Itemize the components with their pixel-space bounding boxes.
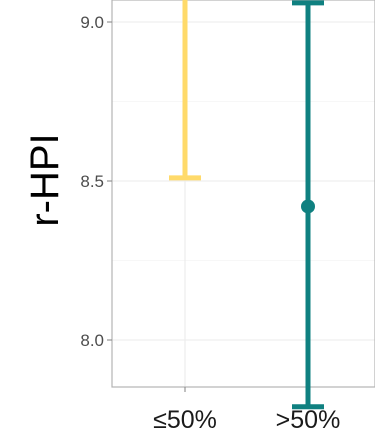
gridlines <box>112 0 375 387</box>
x-axis-ticks: ≤50% >50% <box>153 387 340 434</box>
significance-annotation: ** <box>293 0 320 3</box>
y-axis-label: r-HPI <box>23 133 67 226</box>
x-tick-label: >50% <box>276 406 341 434</box>
x-tick-label: ≤50% <box>153 406 217 434</box>
error-bars: ** <box>169 0 324 410</box>
mean-point <box>301 199 315 214</box>
plot-panel-border <box>111 0 375 388</box>
errorbar-group <box>169 0 201 181</box>
y-axis-ticks: 8.08.59.09.510.0 <box>80 13 112 350</box>
y-tick-label: 8.0 <box>80 331 104 350</box>
y-tick-label: 9.0 <box>80 13 104 32</box>
y-tick-label: 8.5 <box>80 172 104 191</box>
errorbar-group: ** <box>292 0 324 410</box>
